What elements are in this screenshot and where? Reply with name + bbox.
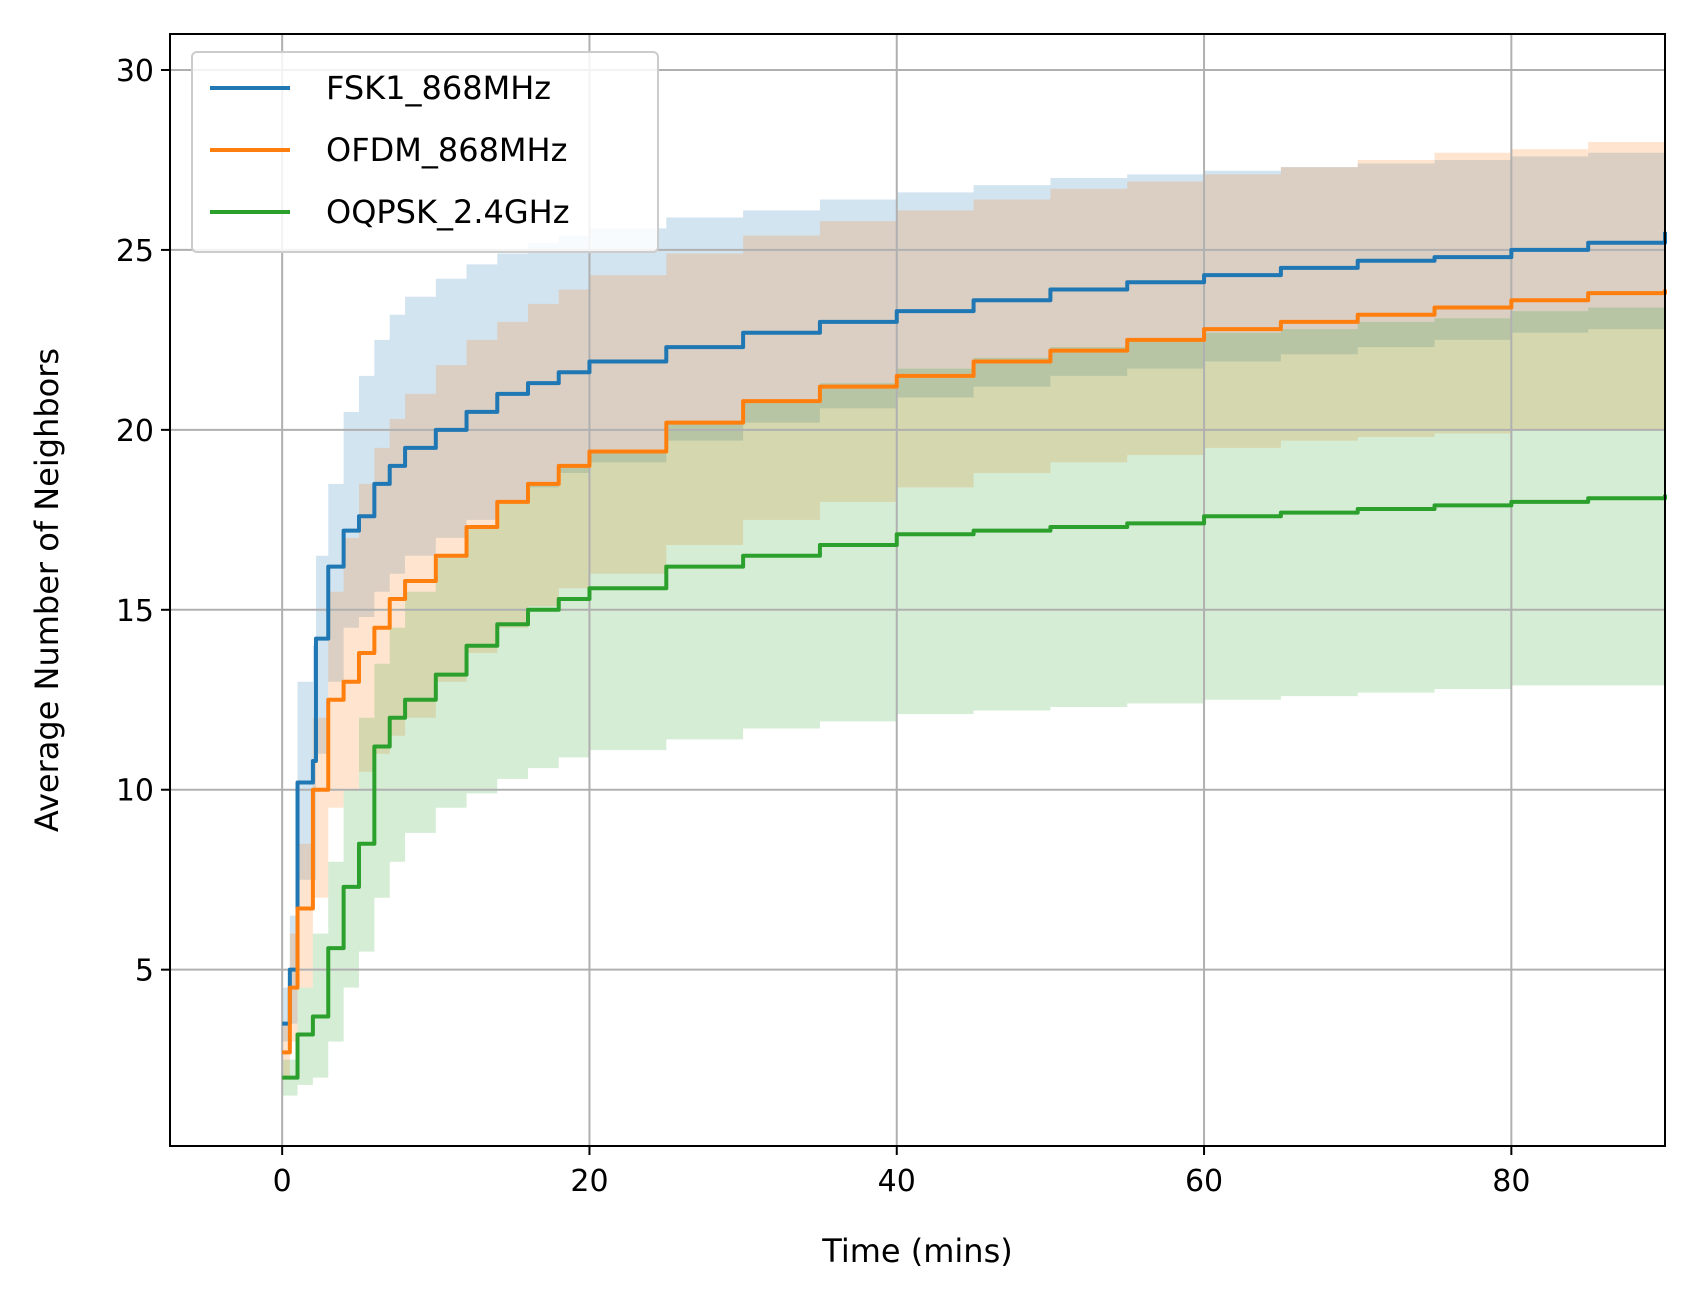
x-tick-label: 60 [1185,1164,1223,1199]
confidence-band-3 [282,303,1665,1096]
axis-ticks: 0 20 40 60 80 5 10 15 20 25 30 [116,54,1531,1199]
confidence-band-2 [282,138,1665,1078]
series-line-1 [282,231,1667,1026]
y-tick-label: 10 [116,774,154,809]
plot-area-frame [169,33,1666,1147]
y-tick-label: 25 [116,234,154,269]
y-tick-label: 5 [135,954,154,989]
confidence-bands [282,138,1665,1096]
series-line-3 [282,494,1667,1080]
y-tick-label: 20 [116,414,154,449]
y-axis-label: Average Number of Neighbors [28,348,66,832]
x-axis-label: Time (mins) [821,1232,1012,1270]
x-tick-label: 20 [570,1164,608,1199]
series-lines [282,231,1667,1080]
y-tick-label: 30 [116,54,154,89]
x-tick-label: 0 [273,1164,292,1199]
x-tick-label: 80 [1492,1164,1530,1199]
legend-label-3: OQPSK_2.4GHz [326,193,570,231]
legend-box [191,51,659,253]
series-line-2 [282,289,1667,1055]
legend-label-2: OFDM_868MHz [326,131,567,169]
y-tick-label: 15 [116,594,154,629]
legend: FSK1_868MHz OFDM_868MHz OQPSK_2.4GHz [191,51,659,253]
confidence-band-1 [282,145,1665,1042]
legend-label-1: FSK1_868MHz [326,69,551,107]
x-tick-label: 40 [878,1164,916,1199]
